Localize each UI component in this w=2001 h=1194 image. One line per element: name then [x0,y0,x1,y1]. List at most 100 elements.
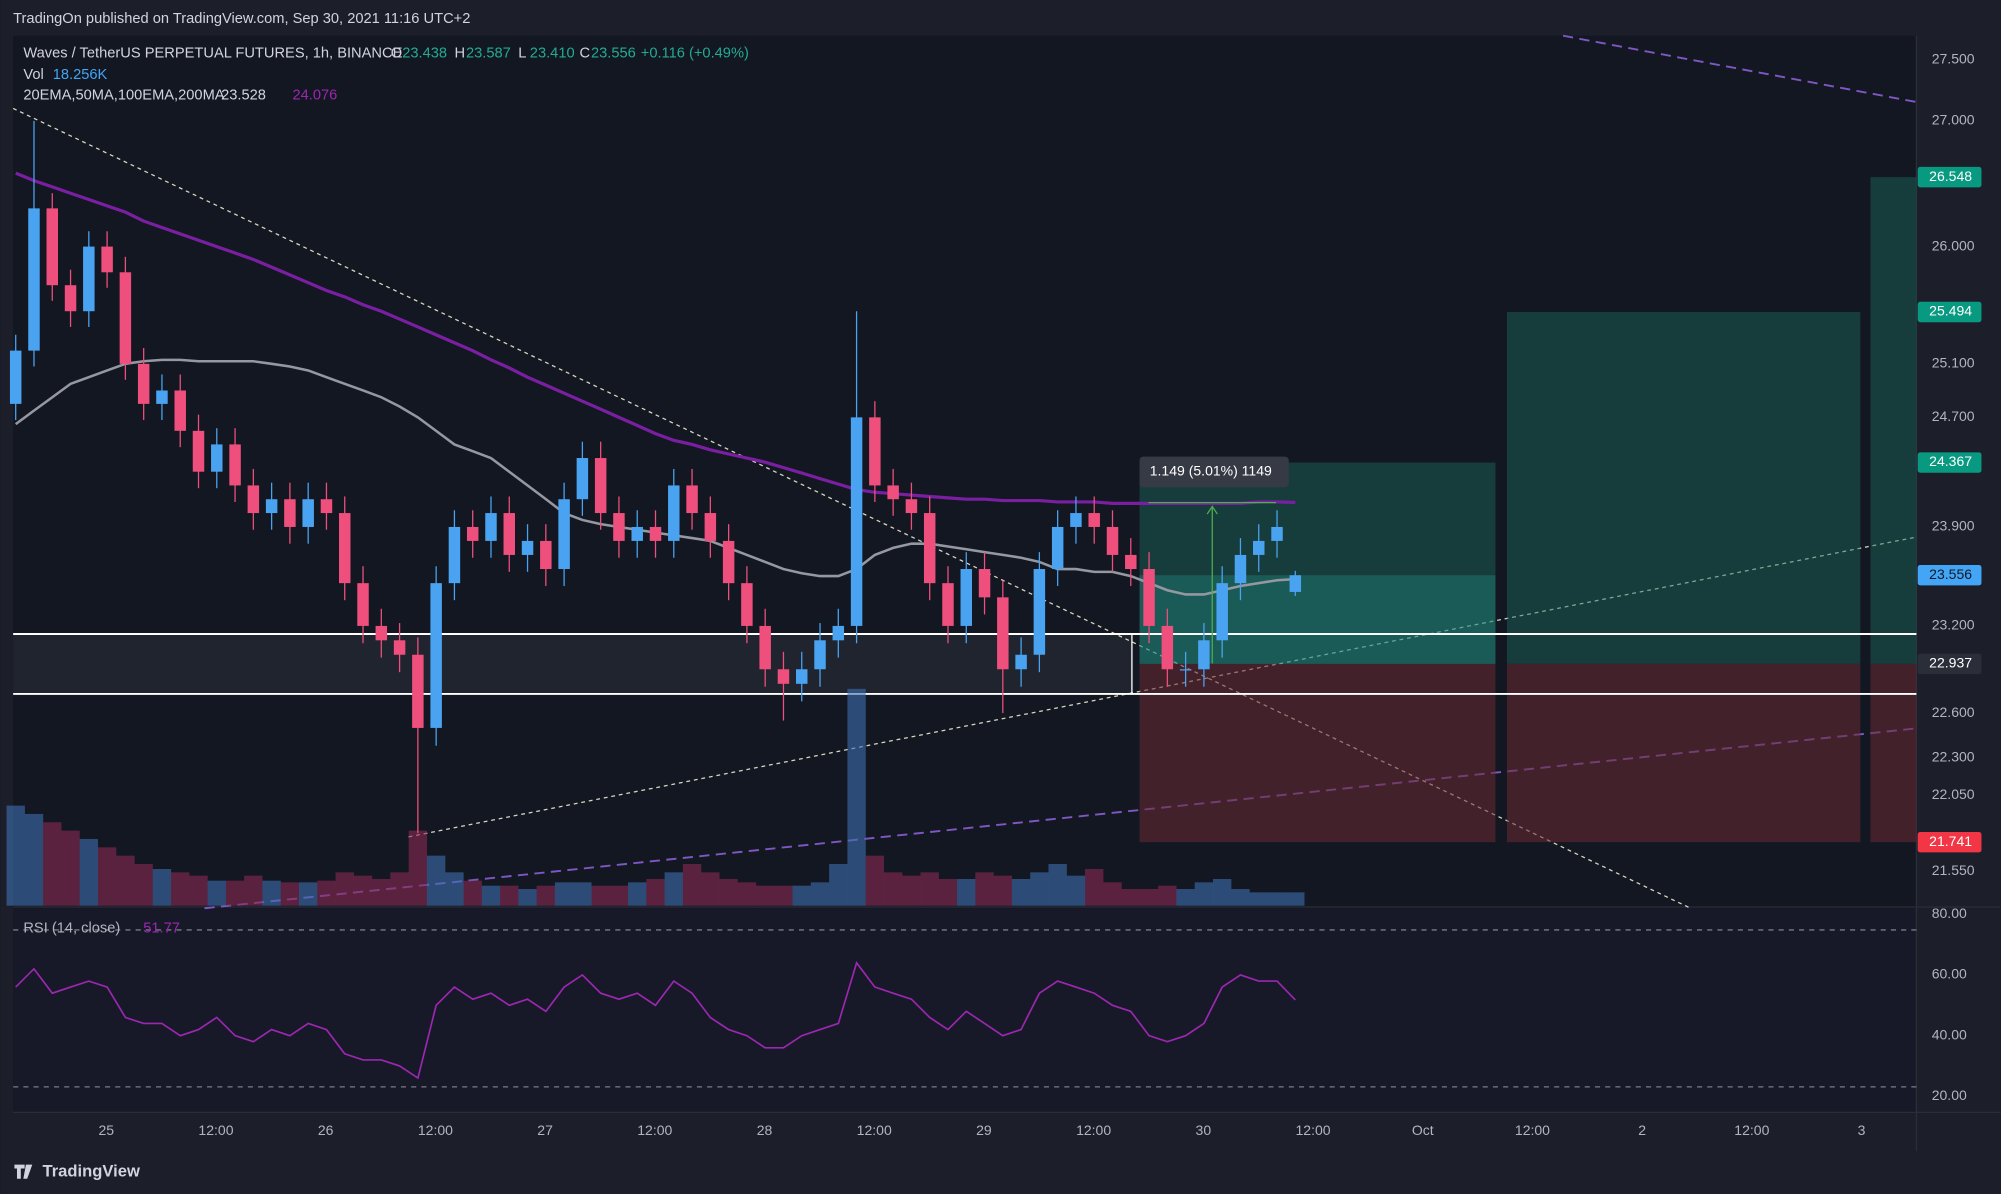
volume-bar [1194,882,1214,906]
candle-body [521,540,534,555]
candle-body [997,597,1009,670]
volume-bar [171,872,190,906]
volume-bar [97,847,117,906]
x-tick-label: 26 [318,1122,334,1138]
candle-body [265,499,278,514]
y-tick-label: 23.200 [1932,617,1975,633]
price-badge-label: 23.556 [1929,566,1972,582]
price-badge [1917,831,1982,853]
brand-logo [14,1164,33,1179]
candle-body [485,513,497,541]
volume-bar [225,880,245,906]
candle-body [905,499,918,514]
volume-bar [1103,882,1122,906]
volume-bar [902,875,921,906]
ohlc-change: +0.116 (+0.49%) [641,45,749,61]
loss-zone [1139,663,1496,843]
volume-bar [737,882,757,906]
x-tick-label: 12:00 [198,1122,233,1138]
x-tick-label: 12:00 [418,1122,453,1138]
profit-zone [1870,177,1917,664]
candle-body [668,485,680,541]
volume-bar [682,864,702,906]
candle-body [375,625,388,641]
volume-bar [189,875,208,906]
candle-body [1161,625,1174,670]
candle-body [722,540,735,584]
candle-body [320,499,333,514]
y-tick-label: 22.600 [1932,704,1975,720]
rsi-last: 51.77 [143,921,180,937]
volume-bar [317,880,336,906]
candle-body [796,669,808,684]
candle-body [1143,569,1155,626]
volume-bar [810,882,830,906]
volume-bar [1048,864,1067,906]
x-tick-label: 30 [1196,1122,1212,1138]
rsi-title: RSI (14, close) [23,921,120,937]
candle-body [64,285,77,312]
ohlc-key: L [518,45,526,61]
candle-body [558,499,570,570]
volume-bar [701,872,720,906]
candle-body [540,540,552,570]
price-badge [1917,166,1982,188]
volume-bar [554,882,574,906]
x-tick-label: 28 [757,1122,773,1138]
volume-bar [500,885,519,906]
candle-body [613,513,625,541]
volume-bar [518,889,537,906]
candle-body [759,625,771,670]
candle-body [137,363,150,404]
ohlc-key: O [391,45,402,61]
price-badge-label: 26.548 [1929,168,1972,184]
volume-bar [445,872,464,906]
volume-bar [280,882,300,906]
candle-body [777,669,790,684]
ohlc-key: C [580,45,591,61]
volume-bar [1011,879,1031,906]
candle-body [814,640,826,670]
x-tick-label: 12:00 [1734,1122,1769,1138]
candle-body [192,430,205,472]
volume-bar [829,864,848,906]
volume-bar [1121,889,1140,906]
volume-bar [957,879,976,906]
volume-bar [1139,889,1159,906]
candle-body [1015,654,1027,670]
volume-bar [408,830,428,906]
volume-bar [938,879,958,906]
candle-body [594,458,607,514]
candle-body [1125,554,1137,570]
volume-bar [920,872,939,906]
ohlc-value: 23.410 [530,45,575,61]
candle-body [923,513,936,584]
volume-bar [372,879,391,906]
volume-bar [152,869,172,906]
candle-body [1179,669,1192,671]
candle-body [211,444,223,472]
profit-zone [1139,462,1496,664]
y-tick-label: 26.000 [1932,237,1975,253]
candle-body [649,526,662,541]
volume-bar [262,880,281,906]
publisher: TradingOn published on TradingView.com, … [13,11,470,27]
volume-bar [536,885,556,906]
volume-bar [481,885,501,906]
candle-body [576,458,589,500]
candle-body [832,625,845,641]
volume-bar [6,805,25,906]
volume-bar [1286,892,1305,906]
measure-arrowhead [1206,505,1218,515]
candle-body [686,485,698,514]
price-badge [1917,653,1982,675]
x-tick-label: 12:00 [1076,1122,1111,1138]
candle-body [942,583,954,626]
volume-bar [244,875,263,906]
x-tick-label: 12:00 [1295,1122,1330,1138]
ohlc-key: H [455,45,466,61]
y-tick-label: 21.550 [1932,862,1975,878]
x-tick-label: 2 [1638,1122,1646,1138]
candle-body [156,390,168,404]
candle-body [850,417,863,626]
